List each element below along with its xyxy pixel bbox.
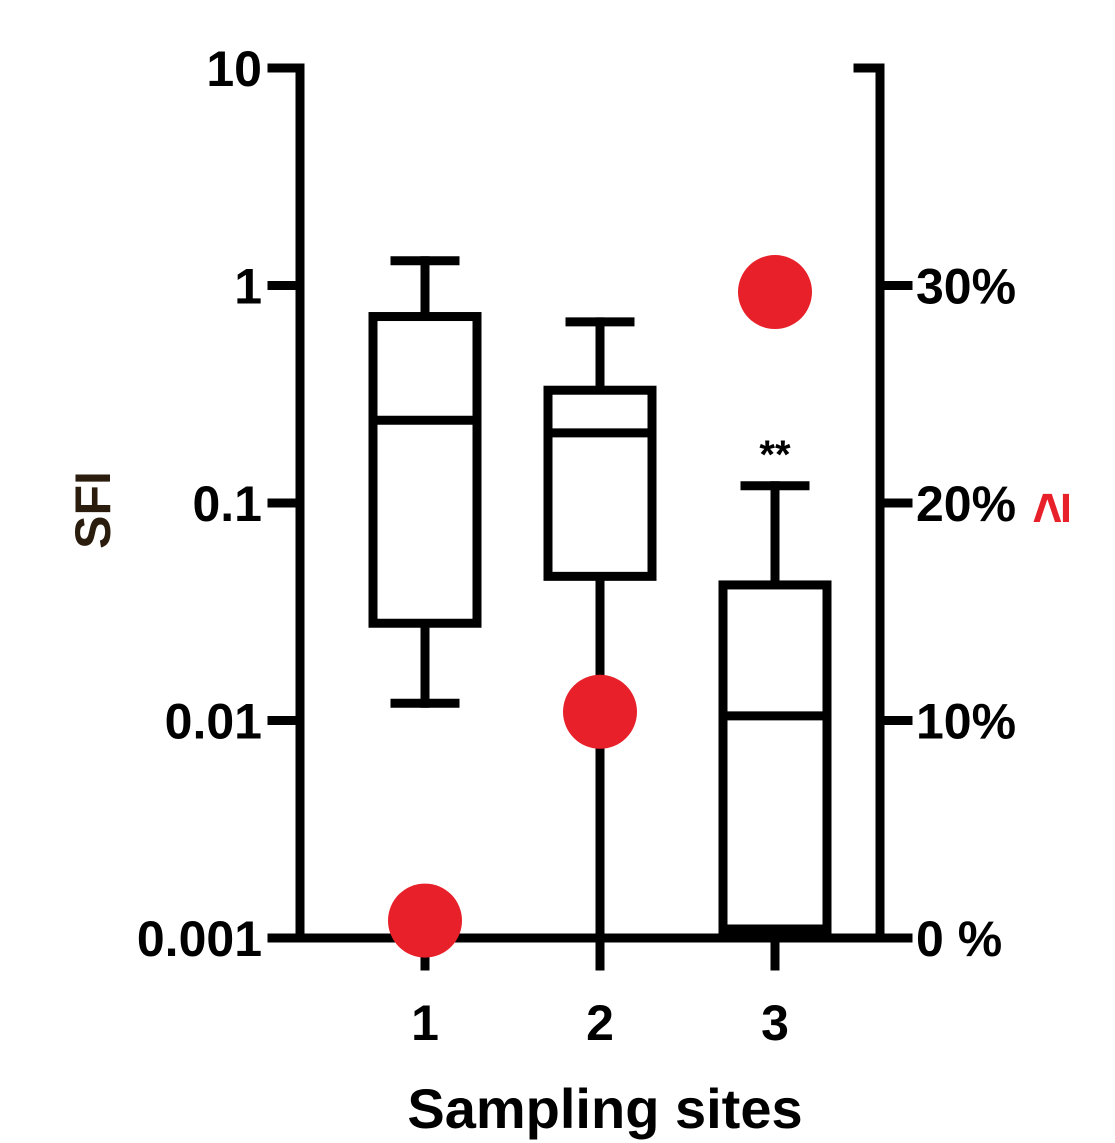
box-rect xyxy=(718,580,832,934)
box-rect xyxy=(543,385,657,581)
y2-tick-label: 20% xyxy=(916,476,1016,532)
axes: 0.001 0.01 0.1 1 10 0 % 10% 20% 30% 1 2 3 xyxy=(137,41,1016,1051)
y-tick-label: 10 xyxy=(206,41,262,97)
y-tick-label: 1 xyxy=(234,259,262,315)
x-tick-label: 2 xyxy=(586,995,614,1051)
y2-tick-label: 0 % xyxy=(916,911,1002,967)
y-tick-label: 0.001 xyxy=(137,911,262,967)
y-tick-label: 0.01 xyxy=(165,694,262,750)
y2-tick-label: 30% xyxy=(916,259,1016,315)
point-1 xyxy=(388,883,462,958)
significance-annotation: ** xyxy=(759,433,791,477)
labels: Sampling sites SFI ≥ xyxy=(65,471,1081,1140)
point-3 xyxy=(738,255,812,330)
point-series xyxy=(388,255,812,958)
x-axis-label: Sampling sites xyxy=(407,1077,802,1140)
box-3 xyxy=(718,481,832,943)
y-axis-label: SFI xyxy=(65,471,121,549)
y2-tick-label: 10% xyxy=(916,694,1016,750)
x-tick-label: 1 xyxy=(411,995,439,1051)
box-series: ** xyxy=(368,256,832,943)
box-1 xyxy=(368,256,482,708)
y2-axis-label: ≥ xyxy=(1018,493,1081,524)
x-tick-label: 3 xyxy=(761,995,789,1051)
box-rect xyxy=(368,312,482,628)
y-tick-label: 0.1 xyxy=(192,476,262,532)
point-2 xyxy=(563,674,637,749)
box-2 xyxy=(543,317,657,943)
